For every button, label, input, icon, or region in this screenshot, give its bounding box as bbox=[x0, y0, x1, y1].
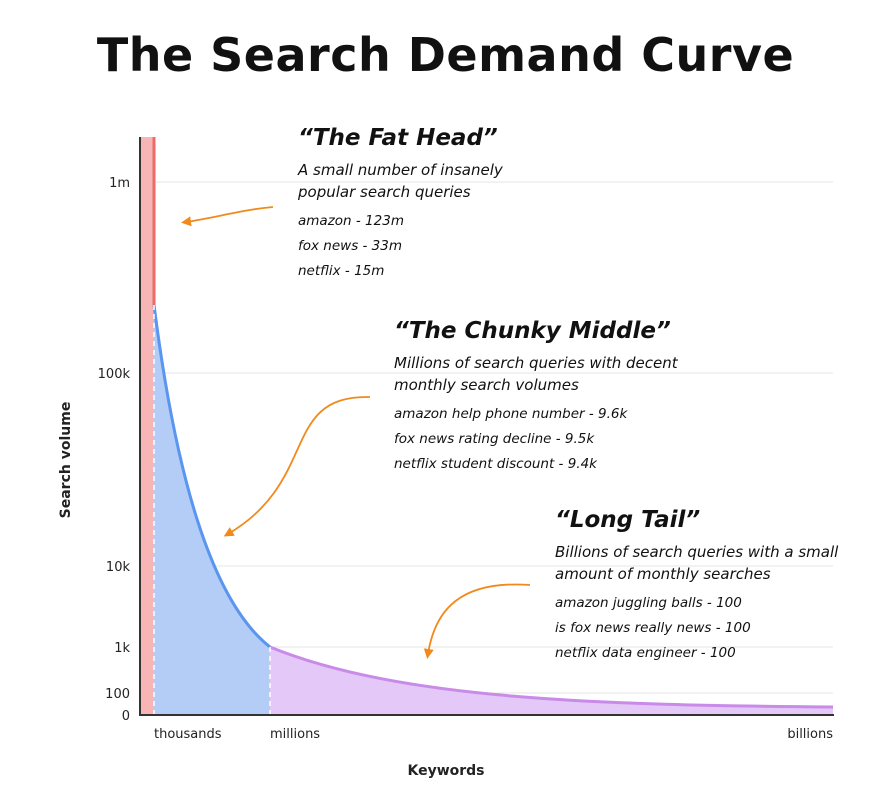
y-tick-label: 1m bbox=[109, 176, 130, 191]
annotation-subtitle: A small number of insanely popular searc… bbox=[298, 161, 503, 201]
y-tick-label: 0 bbox=[122, 709, 130, 724]
chart-title: The Search Demand Curve bbox=[96, 28, 795, 82]
annotation-example: netflix - 15m bbox=[298, 263, 385, 279]
y-tick-label: 100 bbox=[105, 687, 130, 702]
annotation: “Long Tail” Billions of search queries wi… bbox=[555, 507, 855, 666]
arrow bbox=[181, 206, 274, 227]
annotation-example: netflix data engineer - 100 bbox=[555, 645, 736, 661]
fat-head-area bbox=[140, 137, 154, 715]
arrow bbox=[423, 583, 531, 659]
annotation-title: “The Fat Head” bbox=[298, 125, 498, 151]
y-tick-label: 10k bbox=[106, 560, 131, 575]
chunky-middle-area bbox=[154, 305, 270, 715]
annotation-example: fox news - 33m bbox=[298, 238, 403, 254]
annotation-example: is fox news really news - 100 bbox=[555, 620, 751, 636]
annotation: “The Chunky Middle” Millions of search qu… bbox=[394, 318, 714, 477]
annotation-title: “Long Tail” bbox=[555, 507, 701, 533]
annotation: “The Fat Head” A small number of insanely… bbox=[298, 125, 538, 284]
arrow bbox=[223, 396, 371, 537]
x-tick-label: thousands bbox=[154, 727, 222, 742]
y-tick-label: 1k bbox=[114, 641, 130, 656]
middle-line bbox=[152, 304, 271, 649]
long-tail-area bbox=[270, 647, 833, 715]
annotation-example: amazon - 123m bbox=[298, 213, 404, 229]
y-tick-label: 100k bbox=[98, 367, 131, 382]
annotation-subtitle: Millions of search queries with decent m… bbox=[394, 354, 678, 394]
x-tick-label: billions bbox=[787, 727, 833, 742]
annotation-example: fox news rating decline - 9.5k bbox=[394, 431, 595, 447]
x-tick-label: millions bbox=[270, 727, 320, 742]
annotation-example: amazon help phone number - 9.6k bbox=[394, 406, 628, 422]
annotation-example: netflix student discount - 9.4k bbox=[394, 456, 597, 472]
y-axis-label: Search volume bbox=[58, 402, 74, 519]
x-axis-label: Keywords bbox=[407, 763, 484, 779]
annotation-title: “The Chunky Middle” bbox=[394, 318, 671, 344]
tail-line bbox=[269, 645, 834, 709]
annotation-subtitle: Billions of search queries with a small … bbox=[555, 543, 839, 583]
annotation-example: amazon juggling balls - 100 bbox=[555, 595, 742, 611]
